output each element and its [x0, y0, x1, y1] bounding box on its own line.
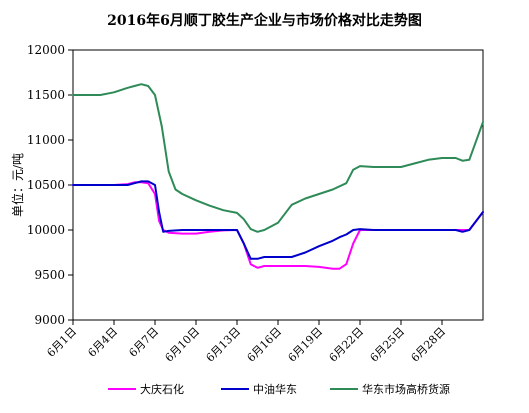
y-tick-label: 11000: [27, 133, 65, 147]
y-tick-label: 10000: [27, 223, 65, 237]
legend-label: 中油华东: [253, 382, 297, 396]
legend-label: 华东市场高桥货源: [362, 382, 450, 396]
x-tick-label: 6月4日: [85, 325, 120, 360]
x-tick-label: 6月19日: [286, 325, 326, 365]
x-tick-label: 6月16日: [245, 325, 285, 365]
y-axis-label: 单位：元/吨: [10, 153, 25, 217]
x-tick-label: 6月28日: [409, 325, 449, 365]
series-line-1: [72, 180, 484, 260]
y-tick-label: 9500: [34, 268, 65, 282]
plot-area: [72, 49, 484, 321]
y-tick-label: 10500: [27, 178, 65, 192]
series-line-2: [72, 83, 484, 233]
x-tick-label: 6月10日: [163, 325, 203, 365]
x-tick-label: 6月22日: [327, 325, 367, 365]
x-tick-label: 6月1日: [44, 325, 79, 360]
y-tick-label: 9000: [34, 313, 65, 327]
chart-title: 2016年6月顺丁胶生产企业与市场价格对比走势图: [107, 13, 422, 29]
series-lines: [72, 83, 484, 270]
x-tick-label: 6月13日: [204, 325, 244, 365]
y-axis: 9000 9500 10000 10500 11000 11500 12000: [27, 43, 73, 327]
x-axis: 6月1日 6月4日 6月7日 6月10日 6月13日 6月16日 6月19日 6月22日 6月2…: [44, 320, 448, 365]
y-tick-label: 12000: [27, 43, 65, 57]
y-tick-label: 11500: [27, 88, 65, 102]
legend-label: 大庆石化: [140, 382, 184, 396]
x-tick-label: 6月25日: [368, 325, 408, 365]
x-tick-label: 6月7日: [126, 325, 161, 360]
legend: 大庆石化 中油华东 华东市场高桥货源: [108, 382, 450, 396]
